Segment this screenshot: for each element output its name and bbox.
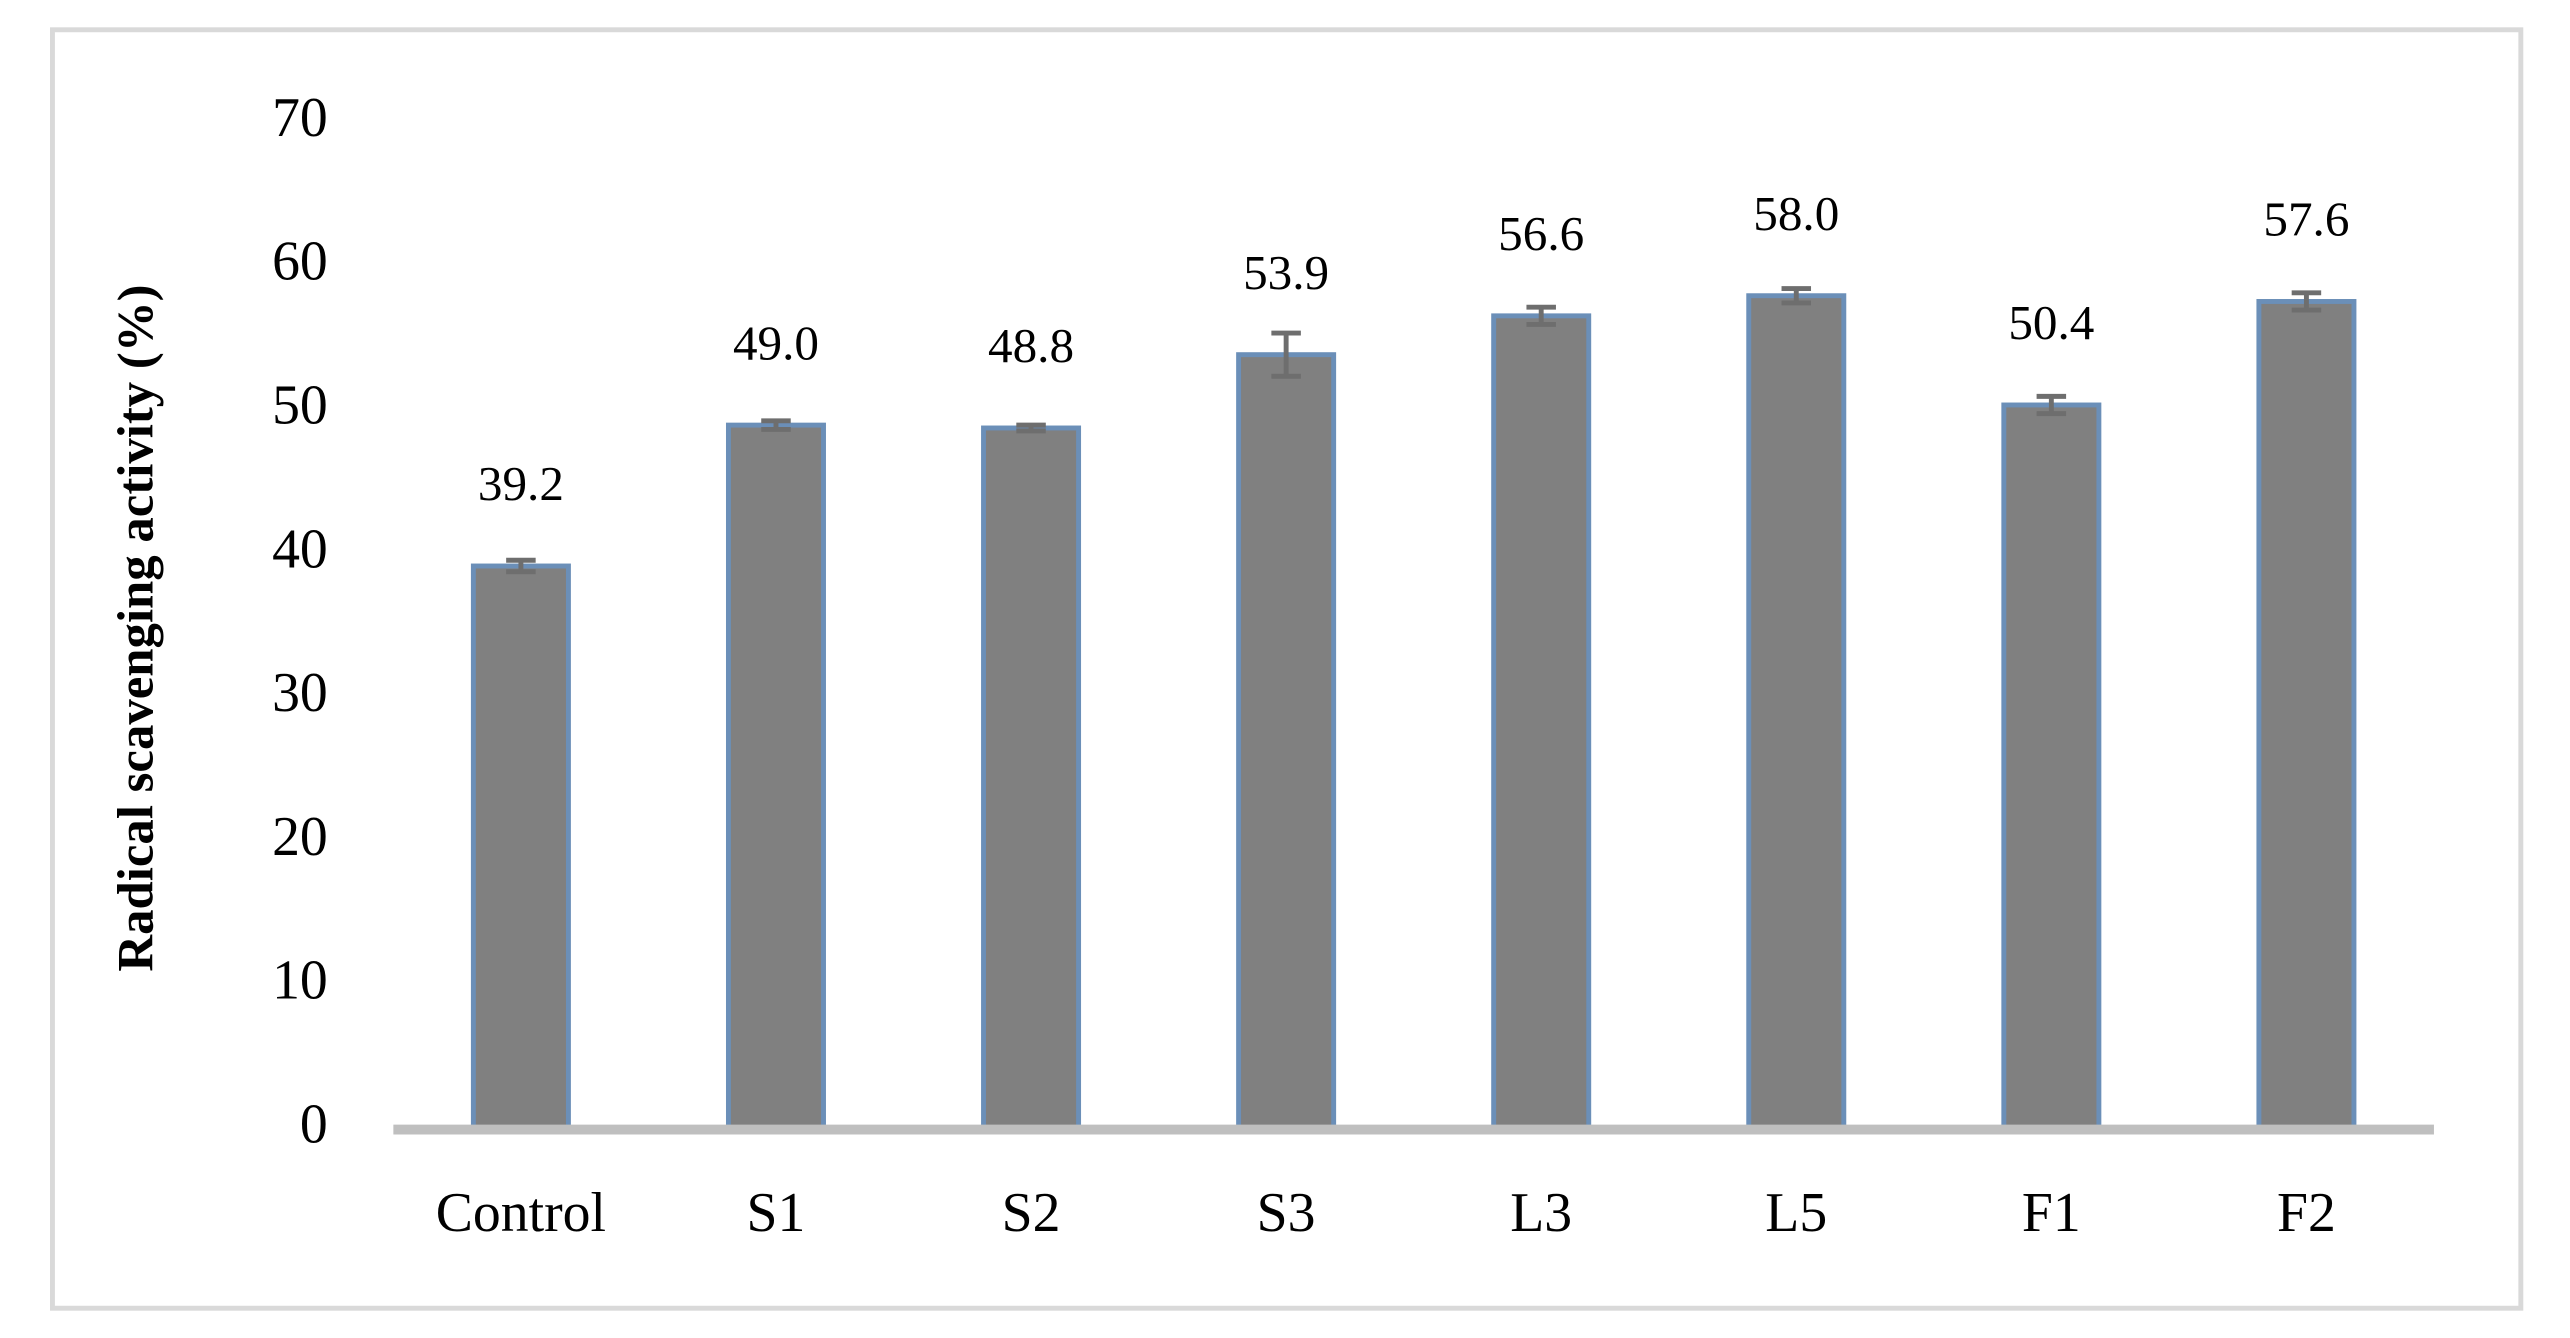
y-tick-label: 0	[300, 1093, 328, 1155]
x-tick-label: F1	[2022, 1182, 2081, 1244]
error-bar	[506, 557, 536, 575]
error-bar	[761, 418, 791, 432]
error-bar	[1016, 422, 1046, 434]
error-bar	[2036, 393, 2067, 417]
x-tick-label: F2	[2277, 1182, 2336, 1244]
y-tick-label: 50	[272, 375, 328, 437]
x-tick-label: Control	[436, 1182, 606, 1244]
value-label: 56.6	[1498, 206, 1584, 261]
value-label: 53.9	[1243, 245, 1329, 300]
y-axis-title: Radical scavenging activity (%)	[108, 284, 164, 971]
x-tick-label: S2	[1002, 1182, 1061, 1244]
bar	[725, 422, 826, 1133]
bar	[1236, 352, 1337, 1133]
y-tick-label: 30	[272, 662, 328, 724]
x-tick-label: L5	[1765, 1182, 1827, 1244]
value-label: 57.6	[2263, 192, 2349, 247]
y-tick-label: 60	[272, 231, 328, 293]
value-label: 48.8	[988, 318, 1074, 373]
bar	[981, 425, 1082, 1133]
x-tick-label: S3	[1257, 1182, 1316, 1244]
error-bar	[2291, 290, 2322, 313]
value-label: 49.0	[733, 315, 819, 370]
error-bar	[1526, 304, 1556, 327]
error-bar	[1271, 330, 1301, 379]
bar	[2001, 402, 2102, 1133]
value-label: 50.4	[2008, 295, 2094, 350]
value-label: 58.0	[1753, 186, 1839, 241]
bar	[2256, 299, 2357, 1133]
error-bar	[1781, 286, 1812, 306]
value-label: 39.2	[478, 456, 564, 511]
y-tick-label: 10	[272, 950, 328, 1012]
y-tick-label: 20	[272, 806, 328, 868]
x-tick-label: S1	[747, 1182, 806, 1244]
x-tick-label: L3	[1510, 1182, 1572, 1244]
y-tick-label: 70	[272, 87, 328, 149]
bar	[470, 563, 571, 1133]
y-tick-label: 40	[272, 518, 328, 580]
bar	[1746, 293, 1847, 1133]
bar	[1491, 313, 1592, 1133]
